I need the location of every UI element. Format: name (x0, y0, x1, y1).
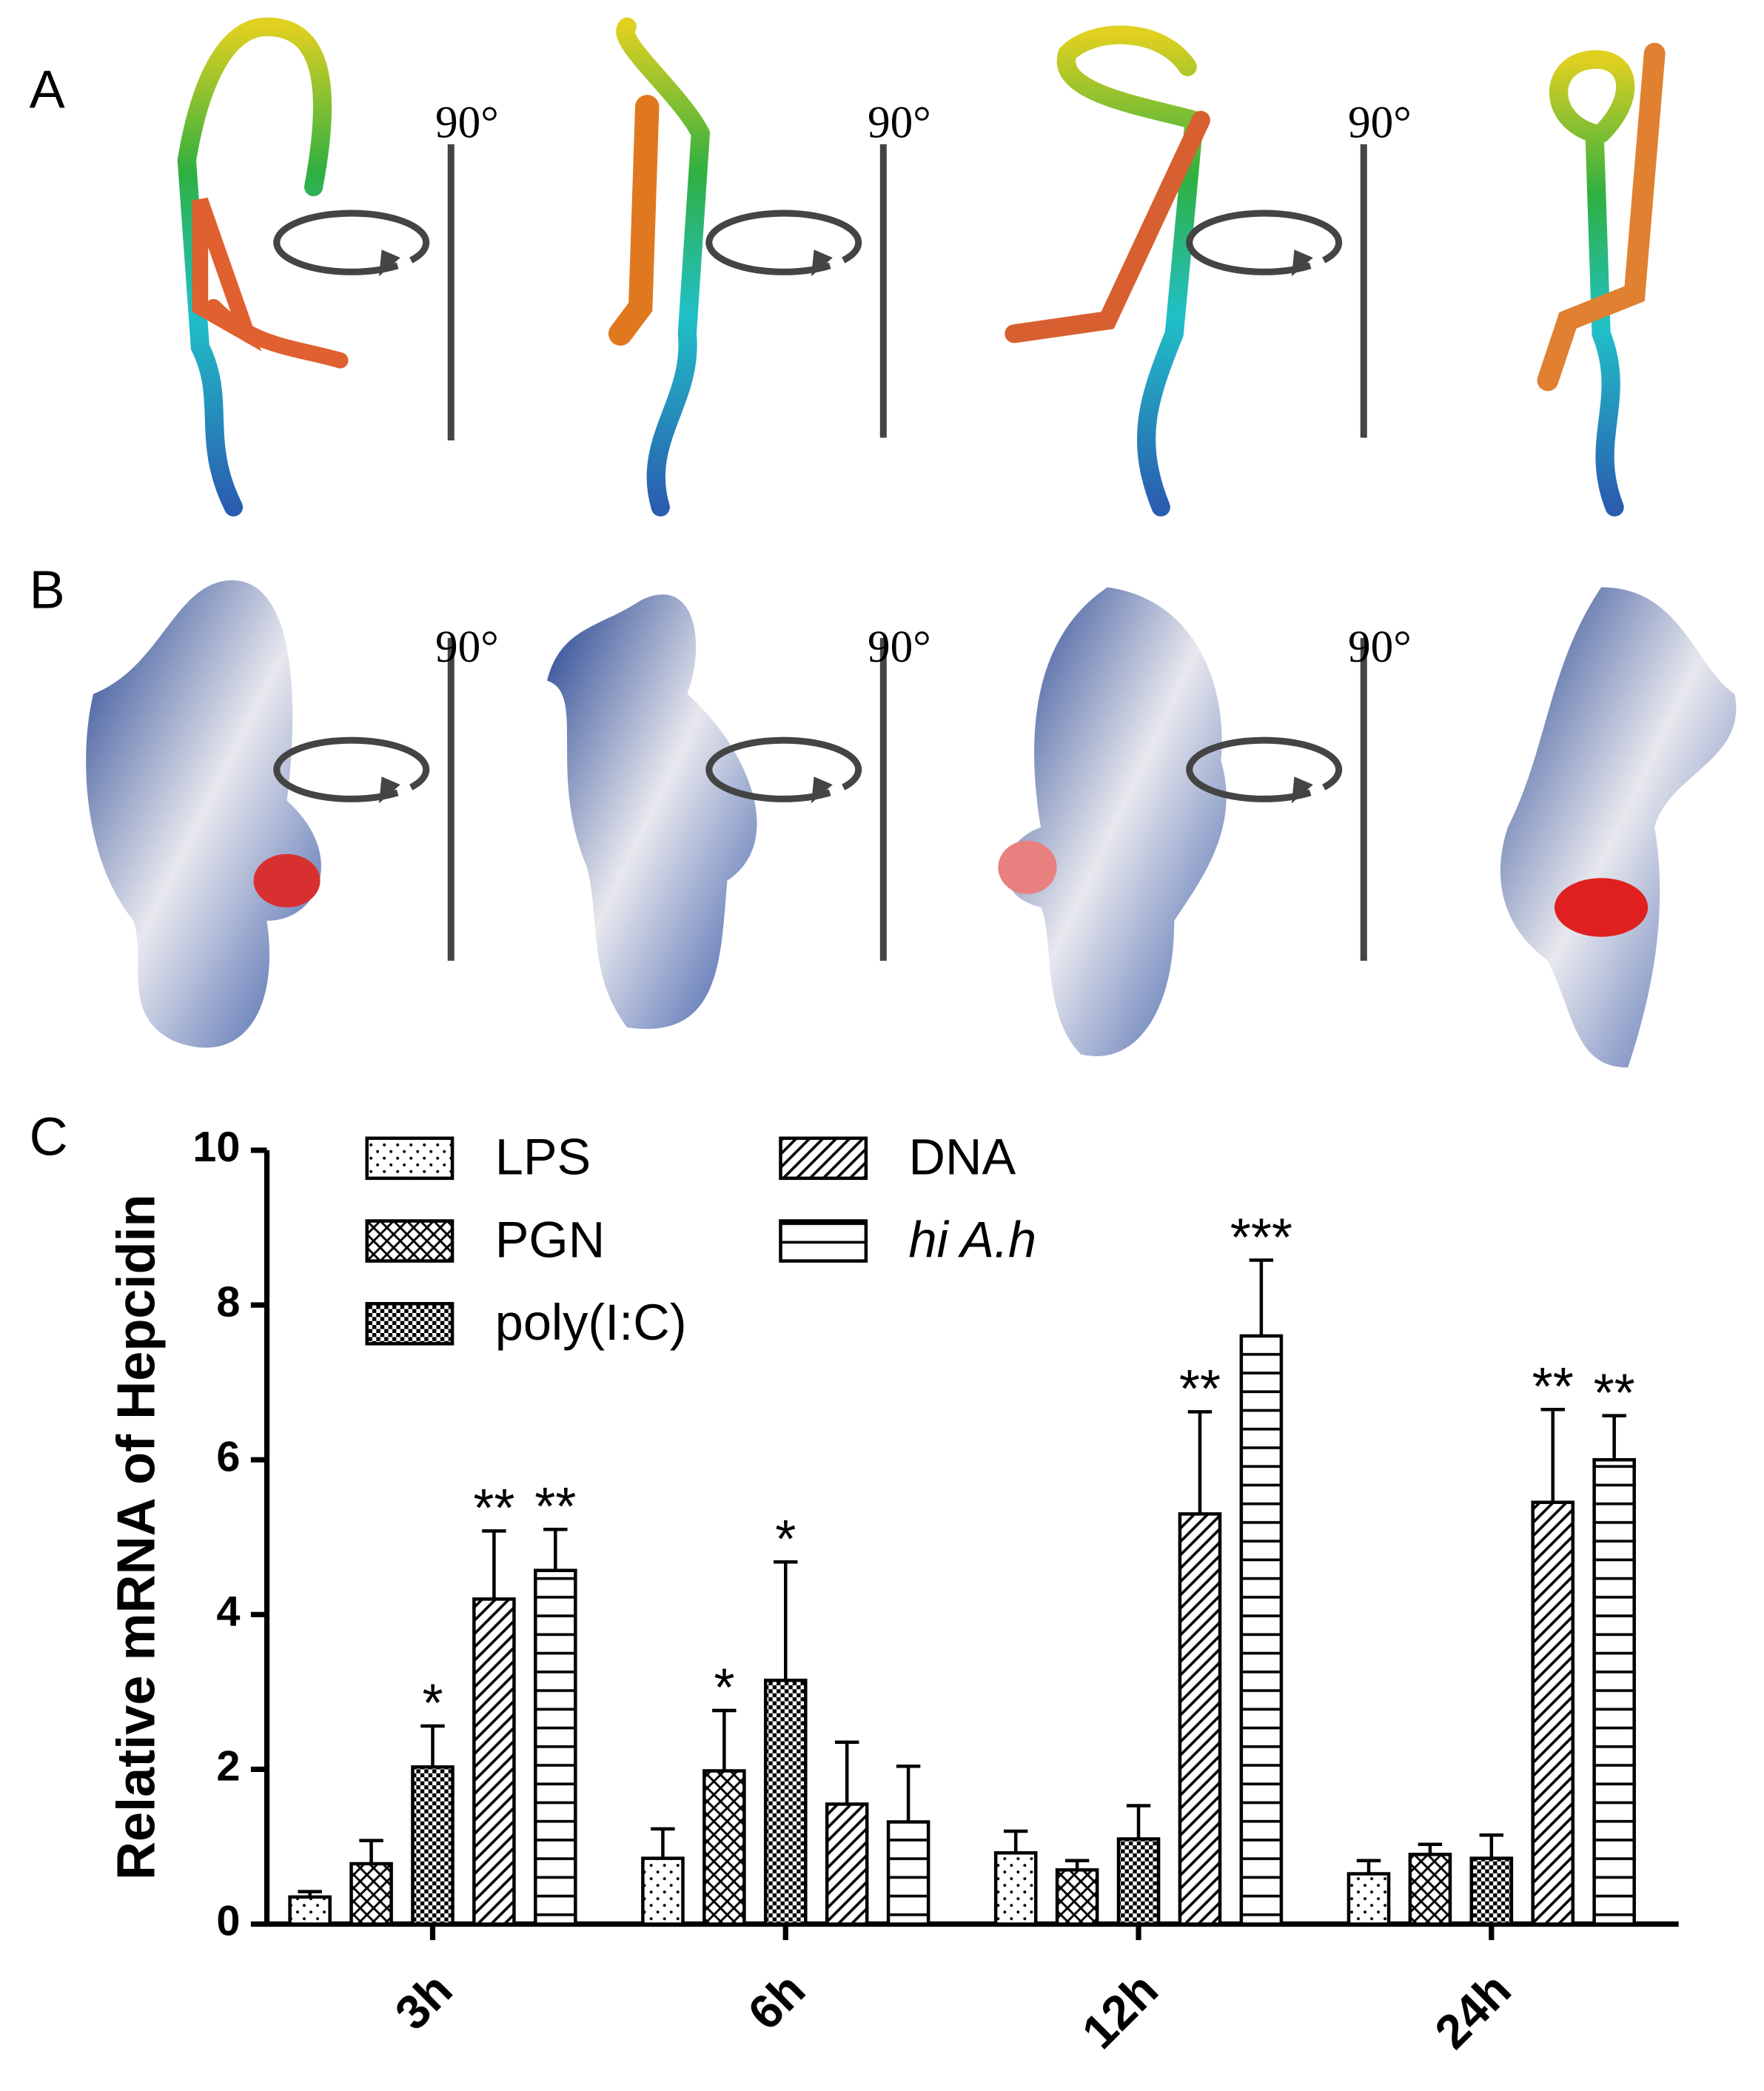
legend-label: PGN (495, 1211, 605, 1268)
rotation-arrow (1186, 209, 1343, 275)
x-tick-label: 12h (1071, 1962, 1168, 2059)
rotation-label: 90° (435, 97, 499, 147)
panel-label: A (30, 60, 65, 119)
bar (472, 1597, 516, 1926)
rotation-arrow (273, 209, 430, 275)
bar (1408, 1853, 1452, 1926)
significance-label: *** (1230, 1208, 1292, 1267)
bar (1178, 1512, 1222, 1926)
x-tick-label: 6h (737, 1962, 815, 2040)
significance-label: ** (1594, 1363, 1635, 1423)
legend-swatch (365, 1302, 455, 1346)
bar (1531, 1500, 1575, 1926)
bar (411, 1765, 455, 1926)
bar (534, 1568, 577, 1926)
significance-label: * (775, 1510, 796, 1569)
rotation-arrow (705, 209, 862, 275)
surface-structure (86, 580, 1737, 1068)
rotation-arrow (705, 736, 862, 802)
panel-label: B (30, 560, 65, 620)
bar (288, 1895, 332, 1926)
bar (349, 1862, 393, 1926)
x-tick-label: 24h (1424, 1962, 1521, 2059)
bar (1116, 1837, 1161, 1926)
legend-swatch (779, 1136, 868, 1181)
y-tick-label: 8 (216, 1278, 240, 1326)
y-axis-label: Relative mRNA of Hepcidin (107, 1194, 166, 1880)
significance-label: ** (534, 1477, 576, 1537)
bar (993, 1851, 1038, 1926)
rotation-label: 90° (435, 622, 499, 672)
arrow-head (811, 776, 833, 804)
arrow-head (378, 249, 400, 277)
bar (825, 1802, 869, 1926)
rotation-label: 90° (868, 622, 931, 672)
arrow-head (811, 249, 833, 277)
y-tick-label: 2 (216, 1743, 240, 1790)
legend-label: poly(I:C) (495, 1294, 687, 1351)
rotation-arrow (273, 736, 430, 802)
y-tick-label: 4 (216, 1588, 240, 1636)
ribbon-structure (177, 17, 1666, 517)
bar (763, 1678, 808, 1926)
x-tick-label: 3h (384, 1962, 462, 2040)
arrow-head (378, 776, 400, 804)
rotation-arrow (1186, 736, 1343, 802)
significance-label: ** (473, 1479, 514, 1538)
arrow-head (1291, 776, 1313, 804)
significance-label: * (422, 1674, 443, 1733)
rotation-label: 90° (868, 97, 931, 147)
legend-label: DNA (909, 1129, 1016, 1186)
legend-swatch (365, 1136, 455, 1181)
legend-swatch (779, 1219, 868, 1263)
bar (1055, 1868, 1099, 1926)
panel-label: C (30, 1107, 68, 1167)
bar (1469, 1856, 1514, 1926)
legend-label: LPS (495, 1129, 591, 1186)
bar (1592, 1457, 1636, 1926)
significance-label: ** (1179, 1360, 1221, 1419)
significance-label: ** (1532, 1357, 1574, 1417)
significance-label: * (714, 1659, 734, 1718)
arrow-head (1291, 249, 1313, 277)
rotation-label: 90° (1348, 622, 1412, 672)
bar (1239, 1334, 1284, 1926)
y-tick-label: 0 (216, 1898, 240, 1945)
rotation-label: 90° (1348, 97, 1412, 147)
bar (1347, 1872, 1391, 1926)
bar (886, 1820, 930, 1926)
y-tick-label: 6 (216, 1433, 240, 1480)
bar (641, 1856, 685, 1926)
legend-swatch (365, 1219, 455, 1263)
bar (702, 1769, 746, 1926)
y-tick-label: 10 (192, 1124, 240, 1171)
legend-label: hi A.h (909, 1211, 1037, 1268)
rotation-symbols (273, 144, 1367, 961)
